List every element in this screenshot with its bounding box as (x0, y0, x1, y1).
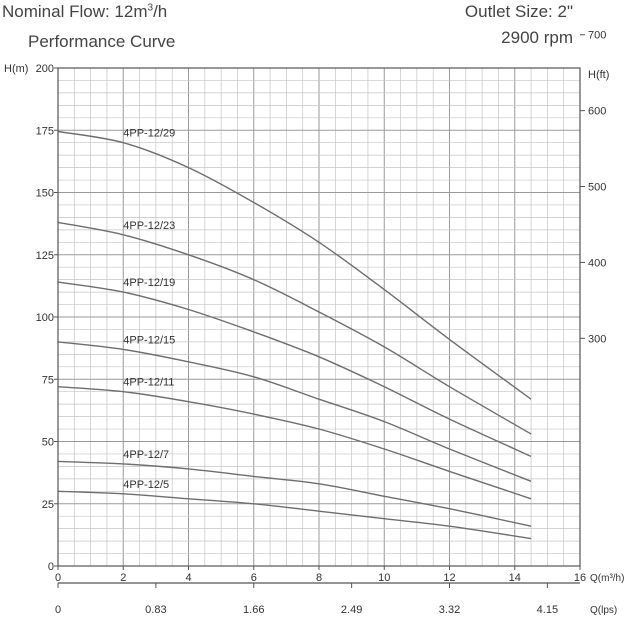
curve-line (57, 130, 532, 400)
y-left-tick-label: 175 (36, 125, 54, 137)
curve-line (57, 386, 532, 500)
title-prefix: Nominal Flow: 12m (2, 2, 148, 21)
y-right-axis-label: H(ft) (588, 69, 609, 81)
axes (54, 34, 585, 588)
curve-label: 4PP-12/15 (123, 334, 175, 346)
curve-label: 4PP-12/7 (123, 449, 169, 461)
axis-labels: 0255075100125150175200H(m)30040050060070… (4, 30, 624, 616)
grid (57, 67, 581, 567)
lps-tick-label: 3.32 (439, 604, 460, 616)
lps-tick-label: 0 (55, 604, 61, 616)
x-axis-label: Q(m³/h) (590, 573, 624, 584)
y-right-tick-label: 400 (588, 257, 606, 269)
curve-line (57, 281, 532, 458)
curve-label: 4PP-12/29 (123, 128, 175, 140)
outlet-size-label: Outlet Size: 2" (464, 2, 573, 21)
x-tick-label: 4 (185, 572, 191, 584)
chart-subtitle: Performance Curve (28, 32, 176, 51)
y-left-tick-label: 150 (36, 188, 54, 200)
curve-line (57, 490, 532, 540)
y-left-tick-label: 100 (36, 312, 54, 324)
curve-line (57, 221, 532, 435)
x-tick-label: 12 (443, 572, 455, 584)
y-right-tick-label: 700 (588, 30, 606, 42)
curve-label: 4PP-12/19 (123, 277, 175, 289)
curve-line (57, 460, 532, 527)
lps-tick-label: 2.49 (341, 604, 362, 616)
y-left-tick-label: 25 (42, 499, 54, 511)
lps-tick-label: 1.66 (243, 604, 264, 616)
y-left-tick-label: 125 (36, 250, 54, 262)
curve-label: 4PP-12/11 (123, 377, 174, 389)
y-right-tick-label: 600 (588, 106, 606, 118)
x-tick-label: 14 (509, 572, 521, 584)
speed-label: 2900 rpm (501, 28, 573, 47)
y-right-tick-label: 300 (588, 333, 606, 345)
lps-tick-label: 0.83 (145, 604, 166, 616)
x-tick-label: 8 (316, 572, 322, 584)
x-tick-label: 2 (120, 572, 126, 584)
y-left-axis-label: H(m) (4, 63, 28, 75)
x-tick-label: 16 (574, 572, 586, 584)
chart-title-flow: Nominal Flow: 12m3/h (2, 2, 167, 22)
curve-label: 4PP-12/5 (123, 479, 169, 491)
y-right-tick-label: 500 (588, 182, 606, 194)
x-tick-label: 0 (55, 572, 61, 584)
curve-line (57, 341, 532, 482)
x-tick-label: 10 (378, 572, 390, 584)
curve-label: 4PP-12/23 (123, 220, 175, 232)
y-left-tick-label: 75 (42, 374, 54, 386)
title-sup: 3 (147, 2, 154, 14)
y-left-tick-label: 0 (48, 561, 54, 573)
y-left-tick-label: 200 (36, 63, 54, 75)
y-left-tick-label: 50 (42, 437, 54, 449)
curves: 4PP-12/29 4PP-12/23 4PP-12/19 4PP-12/15 4PP-… (57, 128, 532, 540)
lps-tick-label: 4.15 (537, 604, 558, 616)
title-suffix: /h (153, 2, 168, 21)
x-tick-label: 6 (251, 572, 257, 584)
lps-axis-label: Q(lps) (590, 605, 617, 616)
